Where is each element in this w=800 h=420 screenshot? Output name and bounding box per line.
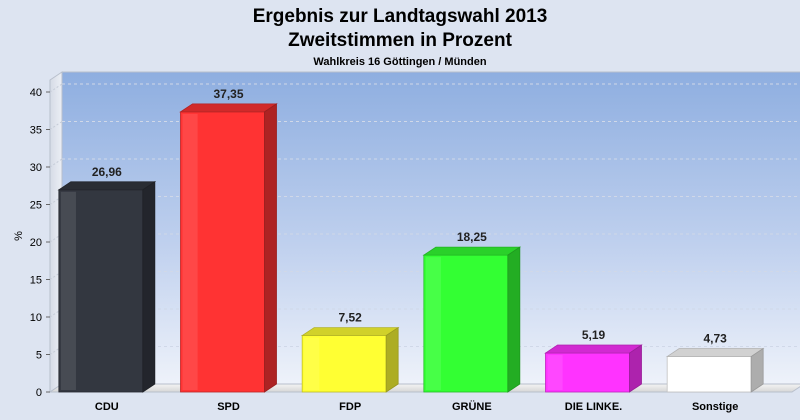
x-tick-label: SPD [217,401,240,413]
gridline-depth [49,121,63,130]
bar-top [57,181,157,191]
x-tick-label: GRÜNE [452,400,492,413]
y-tick-label: 30 [30,162,42,174]
y-tick-label: 20 [30,237,42,249]
data-label: 18,25 [457,230,487,244]
bar-side [629,344,642,393]
bar-highlight [60,191,76,390]
data-label: 37,35 [213,87,243,101]
x-tick-label: FDP [339,401,361,413]
y-tick-label: 5 [36,350,42,362]
y-axis: 0 5 10 15 20 25 30 35 40 [30,87,50,399]
y-tick-label: 15 [30,275,42,287]
y-tick-label: 40 [30,87,42,99]
x-axis-labels: CDU SPD FDP GRÜNE DIE LINKE. Sonstige [95,400,738,413]
bar-top [422,246,522,256]
y-axis-title: % [13,231,25,241]
bar-highlight [304,337,320,390]
bar-gr-ne [422,246,522,393]
bar-side [507,246,521,393]
gridline-depth [49,158,63,168]
bar-side [750,347,764,393]
bar-front [423,254,509,393]
data-labels: 26,96 37,35 7,52 18,25 5,19 4,73 [92,87,727,346]
bar-highlight [547,355,563,390]
x-tick-label: CDU [95,401,119,413]
bar-highlight [182,113,198,390]
bar-top [300,327,400,337]
chart-subtitle-district: Wahlkreis 16 Göttingen / Münden [313,56,486,68]
bar-sonstige [665,347,765,393]
x-tick-label: DIE LINKE. [565,401,622,413]
bar-top [665,348,765,357]
x-tick-label: Sonstige [692,401,738,413]
bar-front [58,189,144,393]
y-tick-label: 25 [30,200,42,212]
y-tick-label: 35 [30,125,42,137]
bar-side [264,103,277,393]
data-label: 5,19 [582,328,606,342]
chart-subtitle: Zweitstimmen in Prozent [288,30,512,51]
bar-highlight [669,358,685,390]
bar-fdp [300,326,400,393]
y-tick-label: 10 [30,312,42,324]
gridline-depth [49,83,63,93]
bar-highlight [425,257,441,390]
data-label: 26,96 [92,165,122,179]
bar-top [179,103,278,113]
data-label: 4,73 [703,332,727,346]
bar-side [385,326,399,393]
bar-front [180,111,265,393]
bars [57,103,765,393]
data-label: 7,52 [338,311,362,325]
bar-die-linke [544,344,643,393]
bar-side [142,181,156,393]
chart-title: Ergebnis zur Landtagswahl 2013 [253,6,548,27]
bar-spd [179,103,278,393]
bar-cdu [57,181,157,393]
bar-top [544,344,643,354]
y-tick-label: 0 [36,387,42,399]
